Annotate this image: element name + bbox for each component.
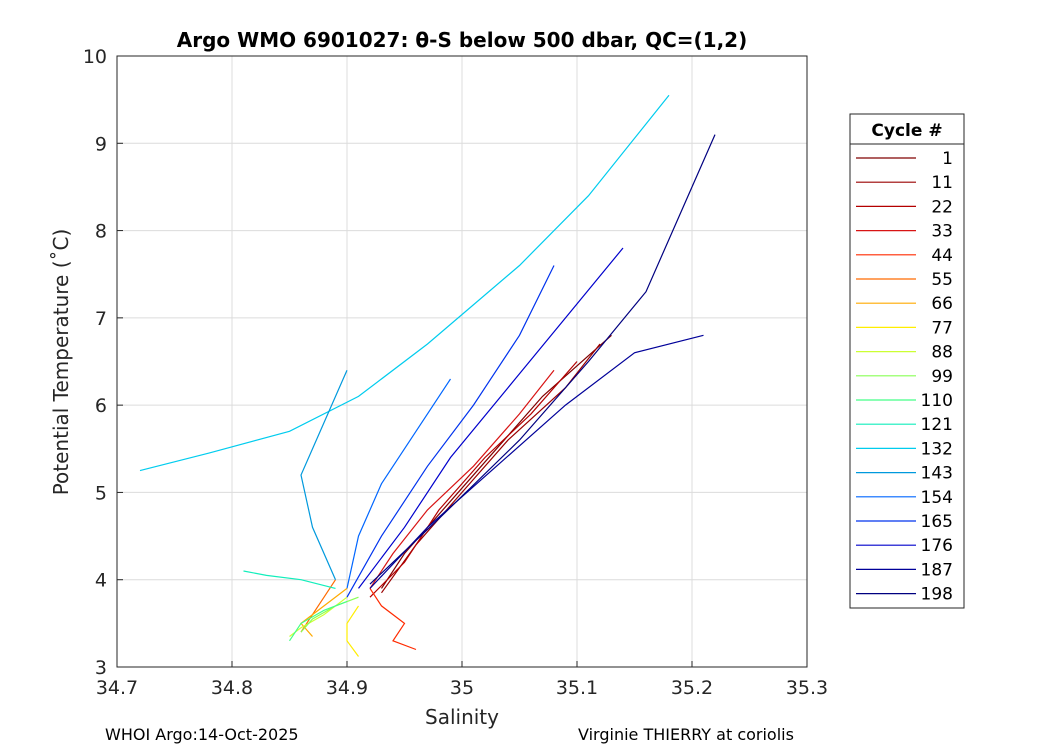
legend-entries: 1112233445566778899110121132143154165176… <box>856 149 953 605</box>
legend-box <box>849 113 965 609</box>
series-layer <box>139 94 716 657</box>
series-line-15 <box>346 265 555 598</box>
y-tick-label: 5 <box>95 482 107 504</box>
y-tick-label: 8 <box>95 221 107 243</box>
legend-label: 22 <box>931 197 953 217</box>
x-tick-label: 35.2 <box>671 677 713 699</box>
x-tick-label: 34.9 <box>326 677 368 699</box>
legend-label: 176 <box>921 536 953 556</box>
series-line-6 <box>300 587 348 637</box>
series-line-13 <box>300 369 348 580</box>
legend-label: 77 <box>931 318 953 338</box>
legend-label: 187 <box>921 560 953 580</box>
legend-label: 143 <box>921 464 953 484</box>
series-line-11 <box>243 570 336 589</box>
series-line-7 <box>346 605 360 657</box>
legend-label: 121 <box>921 415 953 435</box>
plot-frame <box>116 55 808 668</box>
series-line-14 <box>346 378 452 589</box>
series-line-0 <box>380 334 612 589</box>
legend-label: 66 <box>931 294 953 314</box>
legend-label: 1 <box>942 149 953 169</box>
x-tick-labels: 34.7 34.8 34.9 35 35.1 35.2 35.3 <box>96 677 828 699</box>
series-line-16 <box>358 247 624 589</box>
legend-label: 154 <box>921 488 953 508</box>
series-line-17 <box>369 334 704 589</box>
x-tick-label: 34.8 <box>211 677 253 699</box>
series-line-5 <box>300 579 337 633</box>
chart-title: Argo WMO 6901027: θ-S below 500 dbar, QC… <box>177 28 747 52</box>
footer-source: WHOI Argo:14-Oct-2025 <box>105 725 299 744</box>
legend-label: 55 <box>931 270 953 290</box>
legend-label: 44 <box>931 246 953 266</box>
x-axis-label: Salinity <box>425 705 499 729</box>
y-axis-label: Potential Temperature (˚C) <box>49 229 73 496</box>
x-tick-label: 34.7 <box>96 677 138 699</box>
legend-label: 198 <box>921 585 953 605</box>
legend-label: 99 <box>931 367 953 387</box>
y-tick-label: 4 <box>95 570 107 592</box>
legend-label: 165 <box>921 512 953 532</box>
series-line-10 <box>288 600 348 642</box>
legend-title: Cycle # <box>871 121 942 141</box>
legend-label: 132 <box>921 439 953 459</box>
series-line-12 <box>139 94 670 472</box>
series-line-2 <box>369 361 578 598</box>
y-tick-label: 10 <box>83 46 107 68</box>
y-tick-label: 6 <box>95 395 107 417</box>
series-line-18 <box>369 134 716 585</box>
legend-label: 88 <box>931 343 953 363</box>
y-tick-labels: 3 4 5 6 7 8 9 10 <box>83 46 107 679</box>
y-tick-label: 9 <box>95 133 107 155</box>
y-tick-label: 3 <box>95 657 107 679</box>
footer-credit: Virginie THIERRY at coriolis <box>578 725 794 744</box>
legend-label: 110 <box>921 391 953 411</box>
legend: Cycle # 11122334455667788991101211321431… <box>849 113 965 609</box>
legend-label: 11 <box>931 173 953 193</box>
series-line-3 <box>369 369 555 589</box>
series-line-4 <box>369 588 417 651</box>
legend-label: 33 <box>931 222 953 242</box>
x-tick-label: 35 <box>450 677 474 699</box>
x-tick-label: 35.1 <box>556 677 598 699</box>
x-tick-label: 35.3 <box>786 677 828 699</box>
y-tick-label: 7 <box>95 308 107 330</box>
